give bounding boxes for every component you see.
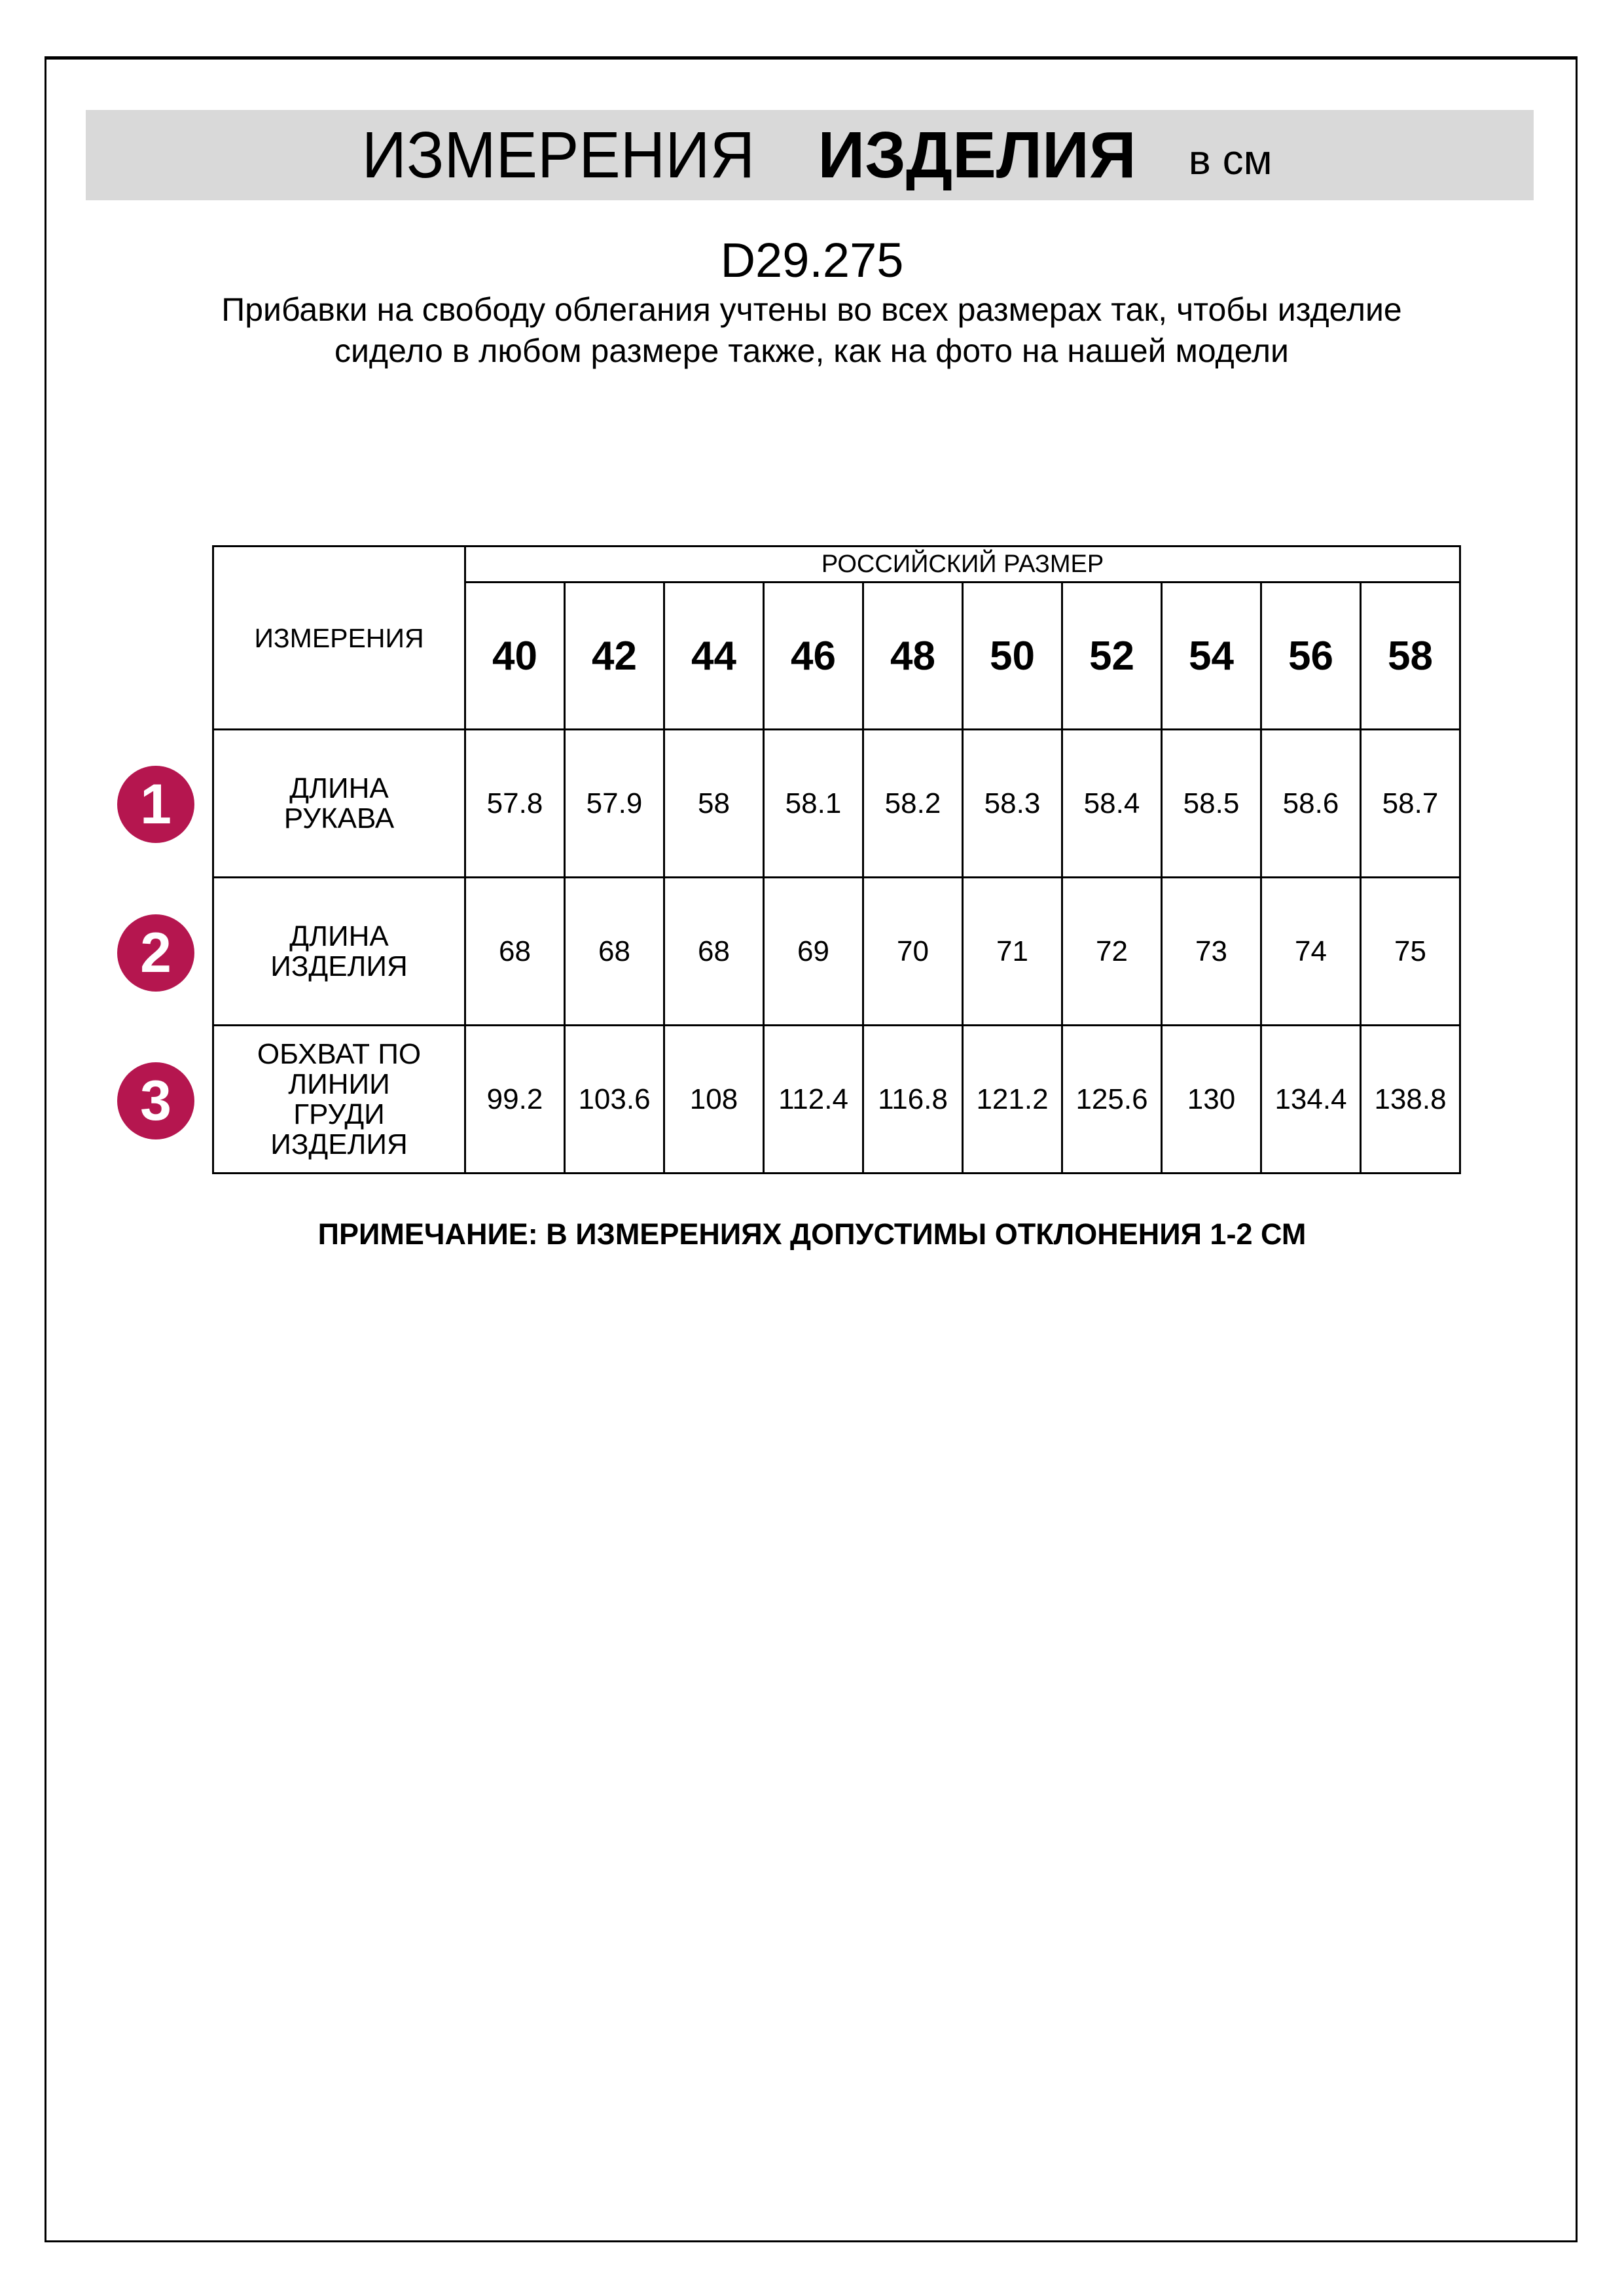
page-frame	[45, 56, 1578, 2242]
size-header: 48	[862, 581, 964, 730]
table-row: ДЛИНА РУКАВА 57.8 57.9 58 58.1 58.2 58.3 58.4 58…	[212, 728, 1461, 878]
size-header: 50	[962, 581, 1063, 730]
measure-value: 73	[1161, 876, 1262, 1026]
measure-value: 57.9	[564, 728, 665, 878]
measure-value: 108	[663, 1024, 765, 1174]
size-table: ИЗМЕРЕНИЯ РОССИЙСКИЙ РАЗМЕР 40 42 44 46 48 50…	[212, 545, 1461, 1174]
size-header: 44	[663, 581, 765, 730]
table-row: ОБХВАТ ПО ЛИНИИ ГРУДИ ИЗДЕЛИЯ 99.2 103.6 10…	[212, 1024, 1461, 1174]
size-header: 52	[1061, 581, 1163, 730]
note: ПРИМЕЧАНИЕ: В ИЗМЕРЕНИЯХ ДОПУСТИМЫ ОТКЛО…	[317, 1217, 1307, 1251]
table-row: ДЛИНА ИЗДЕЛИЯ 68 68 68 69 70 71 72 73 74 75	[212, 876, 1461, 1026]
size-header: 40	[464, 581, 566, 730]
title-regular: ИЗМЕРЕНИЯ	[362, 118, 755, 192]
product-code: D29.275	[720, 233, 904, 287]
measure-value: 58.5	[1161, 728, 1262, 878]
measure-value: 70	[862, 876, 964, 1026]
measure-value: 130	[1161, 1024, 1262, 1174]
page-title: ИЗМЕРЕНИЯ ИЗДЕЛИЯ в см	[0, 110, 1624, 200]
measure-value: 68	[564, 876, 665, 1026]
measure-value: 112.4	[763, 1024, 864, 1174]
measure-value: 134.4	[1260, 1024, 1362, 1174]
measure-value: 99.2	[464, 1024, 566, 1174]
measure-value: 74	[1260, 876, 1362, 1026]
header-row-group: ИЗМЕРЕНИЯ РОССИЙСКИЙ РАЗМЕР	[212, 545, 1461, 730]
measure-value: 58	[663, 728, 765, 878]
measure-value: 138.8	[1360, 1024, 1461, 1174]
measure-label: ДЛИНА ИЗДЕЛИЯ	[212, 876, 466, 1026]
size-group-header: РОССИЙСКИЙ РАЗМЕР	[464, 545, 1461, 583]
number-badge-icon: 1	[117, 766, 194, 843]
measure-value: 58.3	[962, 728, 1063, 878]
measure-value: 57.8	[464, 728, 566, 878]
measure-value: 72	[1061, 876, 1163, 1026]
header-row-sizes: 40 42 44 46 48 50 52 54 56 58	[213, 581, 1461, 730]
measure-value: 125.6	[1061, 1024, 1163, 1174]
title-unit: в см	[1188, 136, 1272, 183]
measure-label: ОБХВАТ ПО ЛИНИИ ГРУДИ ИЗДЕЛИЯ	[212, 1024, 466, 1174]
measure-value: 68	[464, 876, 566, 1026]
measure-value: 103.6	[564, 1024, 665, 1174]
size-header: 56	[1260, 581, 1362, 730]
size-header: 42	[564, 581, 665, 730]
measure-value: 116.8	[862, 1024, 964, 1174]
measure-value: 58.2	[862, 728, 964, 878]
measure-value: 68	[663, 876, 765, 1026]
size-header: 58	[1360, 581, 1461, 730]
measure-value: 58.6	[1260, 728, 1362, 878]
title-bold: ИЗДЕЛИЯ	[818, 118, 1136, 192]
measure-value: 121.2	[962, 1024, 1063, 1174]
measure-value: 71	[962, 876, 1063, 1026]
number-badge-icon: 3	[117, 1062, 194, 1139]
measure-value: 75	[1360, 876, 1461, 1026]
measure-value: 58.7	[1360, 728, 1461, 878]
size-header: 46	[763, 581, 864, 730]
measure-label: ДЛИНА РУКАВА	[212, 728, 466, 878]
size-header: 54	[1161, 581, 1262, 730]
measure-value: 58.1	[763, 728, 864, 878]
measure-value: 69	[763, 876, 864, 1026]
measure-header: ИЗМЕРЕНИЯ	[212, 545, 466, 730]
fit-description: Прибавки на свободу облегания учтены во …	[221, 291, 1402, 369]
title-band	[86, 110, 1534, 200]
measure-value: 58.4	[1061, 728, 1163, 878]
number-badge-icon: 2	[117, 914, 194, 992]
